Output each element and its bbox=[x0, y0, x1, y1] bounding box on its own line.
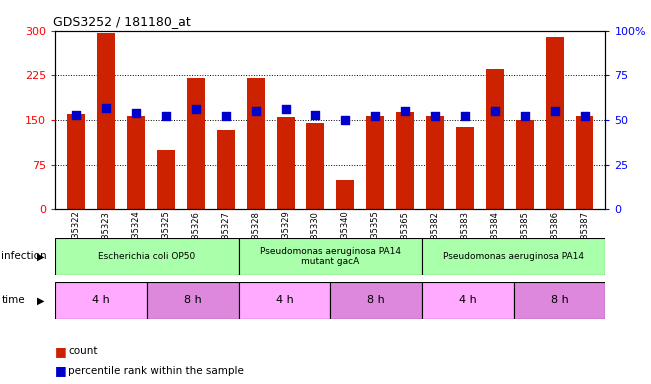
Point bbox=[340, 117, 350, 123]
Bar bbox=[456, 127, 474, 209]
Bar bbox=[516, 120, 534, 209]
Text: 8 h: 8 h bbox=[184, 295, 202, 306]
Text: ■: ■ bbox=[55, 345, 67, 358]
Bar bbox=[396, 112, 414, 209]
Point bbox=[549, 108, 560, 114]
Point bbox=[191, 106, 201, 113]
Text: ▶: ▶ bbox=[37, 295, 45, 306]
Bar bbox=[330, 282, 422, 319]
Bar bbox=[486, 70, 504, 209]
Bar bbox=[575, 116, 594, 209]
Point bbox=[281, 106, 291, 113]
Bar bbox=[422, 282, 514, 319]
Bar bbox=[239, 282, 330, 319]
Point bbox=[221, 113, 231, 119]
Point bbox=[71, 112, 81, 118]
Bar bbox=[337, 180, 354, 209]
Text: 4 h: 4 h bbox=[459, 295, 477, 306]
Text: 4 h: 4 h bbox=[92, 295, 110, 306]
Text: ■: ■ bbox=[55, 364, 67, 377]
Bar bbox=[157, 150, 175, 209]
Text: percentile rank within the sample: percentile rank within the sample bbox=[68, 366, 244, 376]
Point bbox=[370, 113, 380, 119]
Point bbox=[490, 108, 500, 114]
Bar bbox=[97, 33, 115, 209]
Point bbox=[161, 113, 171, 119]
Text: ▶: ▶ bbox=[37, 251, 45, 262]
Text: GDS3252 / 181180_at: GDS3252 / 181180_at bbox=[53, 15, 190, 28]
Point bbox=[579, 113, 590, 119]
Text: 4 h: 4 h bbox=[275, 295, 294, 306]
Text: Escherichia coli OP50: Escherichia coli OP50 bbox=[98, 252, 196, 261]
Point bbox=[460, 113, 470, 119]
Bar bbox=[67, 114, 85, 209]
Bar bbox=[247, 78, 264, 209]
Bar bbox=[307, 123, 324, 209]
Text: Pseudomonas aeruginosa PA14: Pseudomonas aeruginosa PA14 bbox=[443, 252, 584, 261]
Bar bbox=[147, 282, 239, 319]
Bar bbox=[217, 130, 235, 209]
Bar bbox=[277, 117, 294, 209]
Text: time: time bbox=[1, 295, 25, 306]
Point bbox=[131, 110, 141, 116]
Point bbox=[311, 112, 321, 118]
Point bbox=[251, 108, 261, 114]
Text: 8 h: 8 h bbox=[551, 295, 568, 306]
Text: 8 h: 8 h bbox=[367, 295, 385, 306]
Text: count: count bbox=[68, 346, 98, 356]
Point bbox=[430, 113, 440, 119]
Point bbox=[101, 104, 111, 111]
Bar bbox=[187, 78, 205, 209]
Point bbox=[400, 108, 410, 114]
Bar bbox=[55, 238, 239, 275]
Text: infection: infection bbox=[1, 251, 47, 262]
Bar bbox=[514, 282, 605, 319]
Bar bbox=[546, 36, 564, 209]
Bar bbox=[127, 116, 145, 209]
Bar bbox=[239, 238, 422, 275]
Bar bbox=[55, 282, 147, 319]
Point bbox=[519, 113, 530, 119]
Bar bbox=[422, 238, 605, 275]
Bar bbox=[367, 116, 384, 209]
Bar bbox=[426, 116, 444, 209]
Text: Pseudomonas aeruginosa PA14
mutant gacA: Pseudomonas aeruginosa PA14 mutant gacA bbox=[260, 247, 401, 266]
